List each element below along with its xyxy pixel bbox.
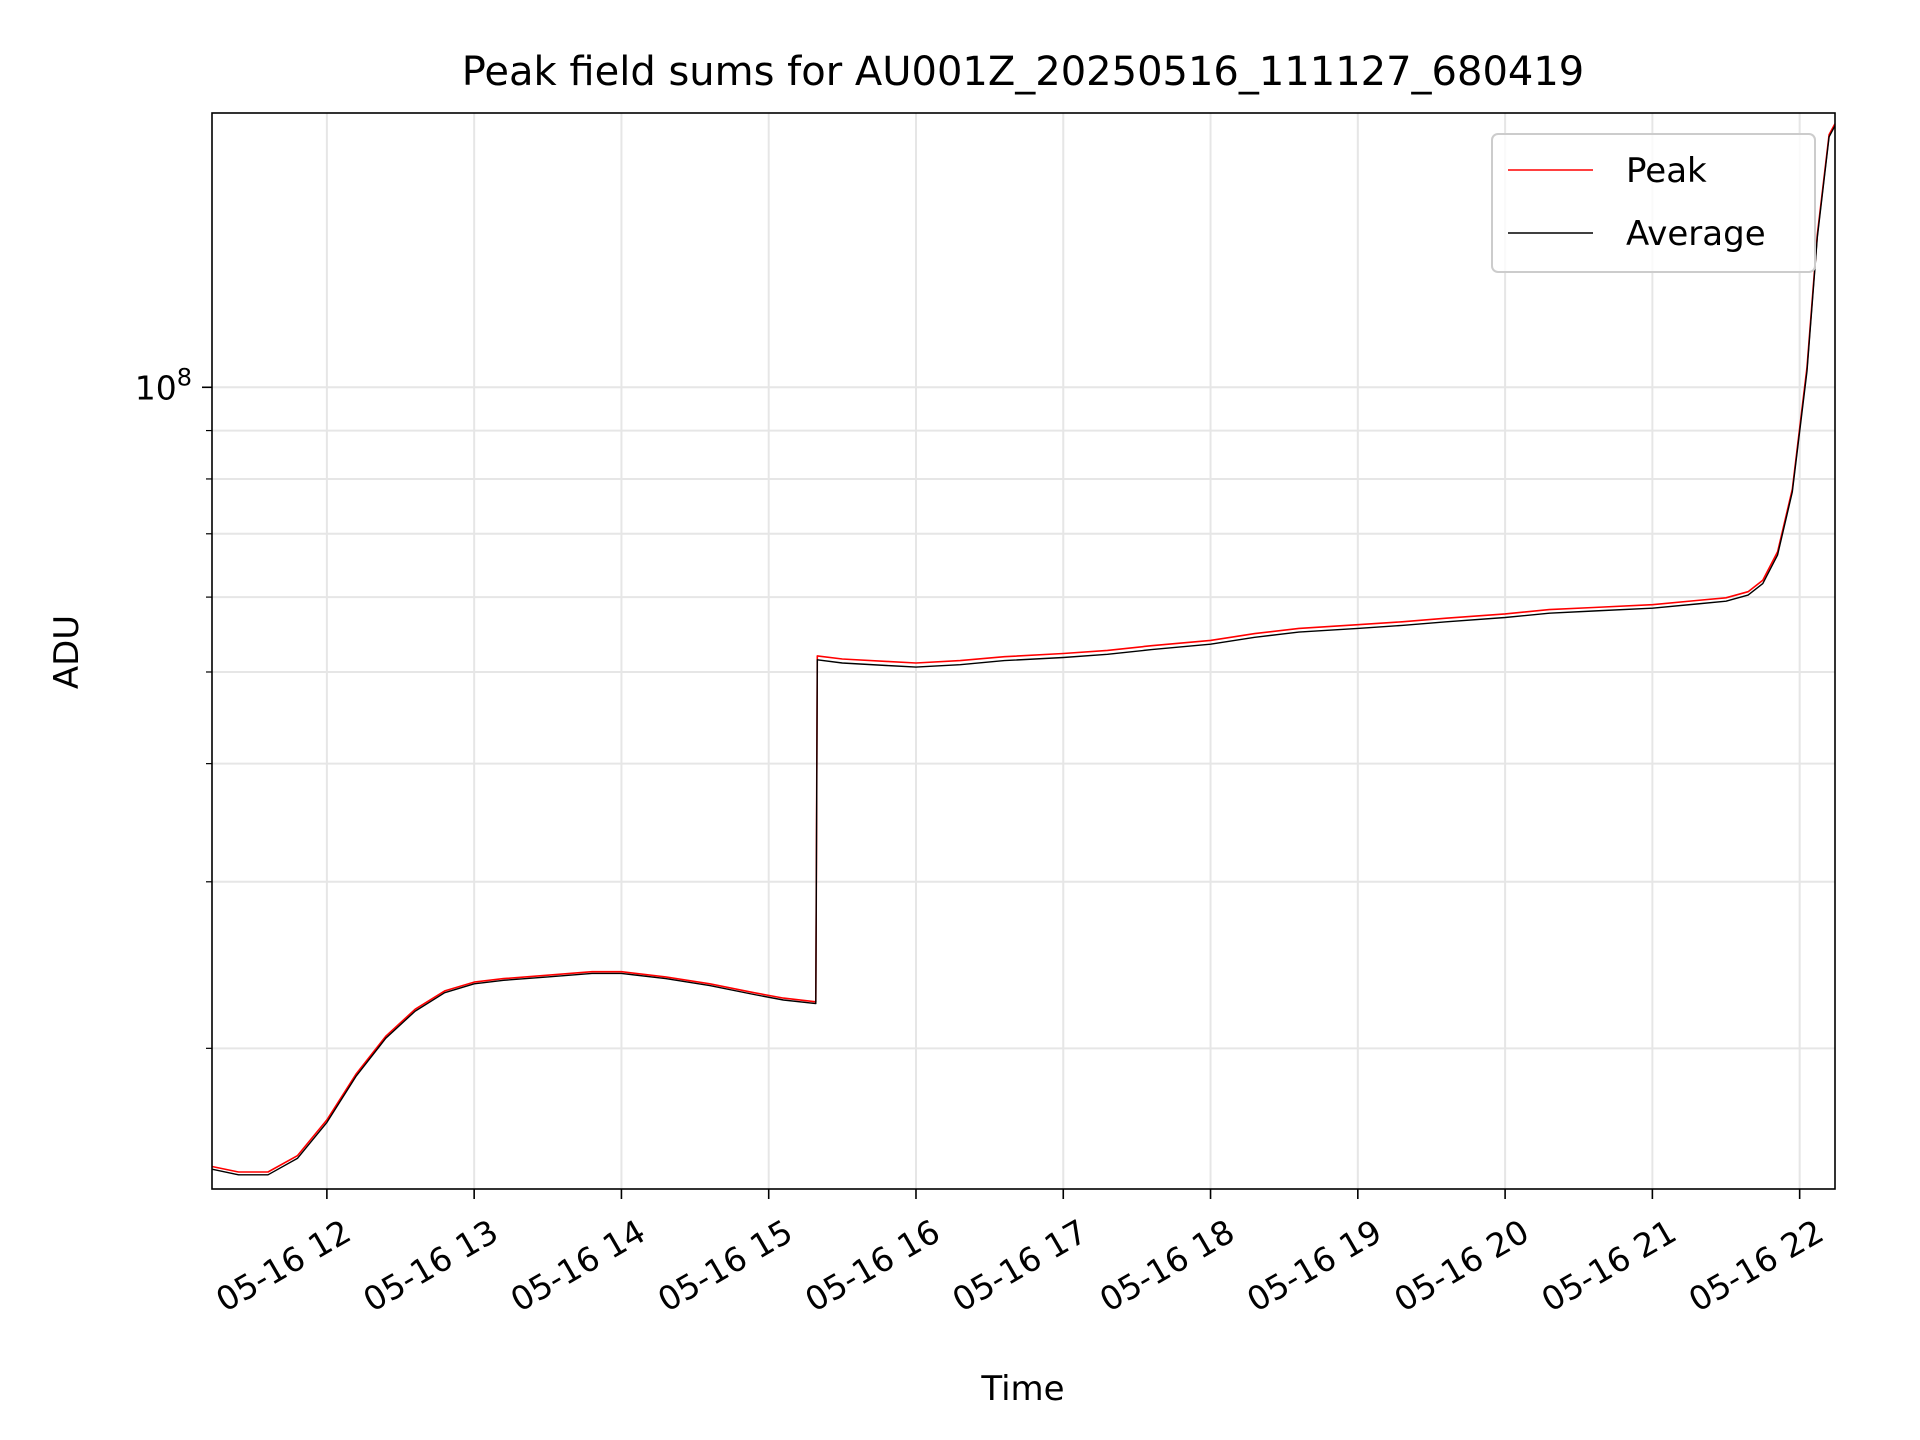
- legend-box: [1491, 133, 1816, 273]
- series-layer: [211, 123, 1836, 1176]
- y-axis-label: ADU: [47, 615, 87, 689]
- series-line-peak: [211, 123, 1836, 1173]
- legend-peak-label: Peak: [1626, 151, 1707, 191]
- plot-frame: [211, 112, 1836, 1190]
- grid: [212, 113, 1835, 1189]
- legend: Peak Average: [1491, 133, 1816, 273]
- series-line-average: [211, 125, 1836, 1176]
- legend-average-label: Average: [1626, 214, 1766, 254]
- chart-title: Peak field sums for AU001Z_20250516_1111…: [462, 49, 1585, 95]
- y-axis: 108: [135, 363, 212, 1049]
- x-axis-label: Time: [980, 1369, 1064, 1409]
- y-tick-label: 108: [135, 363, 192, 407]
